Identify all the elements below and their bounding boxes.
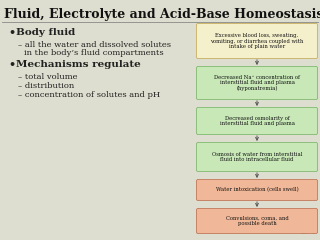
FancyBboxPatch shape <box>196 66 317 100</box>
Text: Fluid, Electrolyte and Acid-Base Homeostasis: Fluid, Electrolyte and Acid-Base Homeost… <box>4 8 320 21</box>
Text: – distribution: – distribution <box>18 82 74 90</box>
Text: – concentration of solutes and pH: – concentration of solutes and pH <box>18 91 160 99</box>
Text: in the body’s fluid compartments: in the body’s fluid compartments <box>24 49 164 57</box>
FancyBboxPatch shape <box>196 143 317 172</box>
Text: Convulsions, coma, and
possible death: Convulsions, coma, and possible death <box>226 216 288 226</box>
Text: •: • <box>8 28 15 38</box>
FancyBboxPatch shape <box>196 180 317 200</box>
Text: Osmosis of water from interstitial
fluid into intracellular fluid: Osmosis of water from interstitial fluid… <box>212 152 302 162</box>
Text: Water intoxication (cells swell): Water intoxication (cells swell) <box>216 187 298 192</box>
Text: Excessive blood loss, sweating,
vomiting, or diarrhea coupled with
intake of pla: Excessive blood loss, sweating, vomiting… <box>210 33 304 49</box>
FancyBboxPatch shape <box>196 209 317 234</box>
Text: Decreased Na⁺ concentration of
interstitial fluid and plasma
(hyponatremia): Decreased Na⁺ concentration of interstit… <box>214 75 300 91</box>
FancyBboxPatch shape <box>196 108 317 134</box>
FancyBboxPatch shape <box>196 24 317 59</box>
Text: – total volume: – total volume <box>18 73 77 81</box>
Text: •: • <box>8 60 15 70</box>
Text: Mechanisms regulate: Mechanisms regulate <box>16 60 141 69</box>
Text: Decreased osmolarity of
interstitial fluid and plasma: Decreased osmolarity of interstitial flu… <box>220 116 294 126</box>
Text: 27-1: 27-1 <box>300 228 316 236</box>
Text: – all the water and dissolved solutes: – all the water and dissolved solutes <box>18 41 171 49</box>
Text: Body fluid: Body fluid <box>16 28 75 37</box>
